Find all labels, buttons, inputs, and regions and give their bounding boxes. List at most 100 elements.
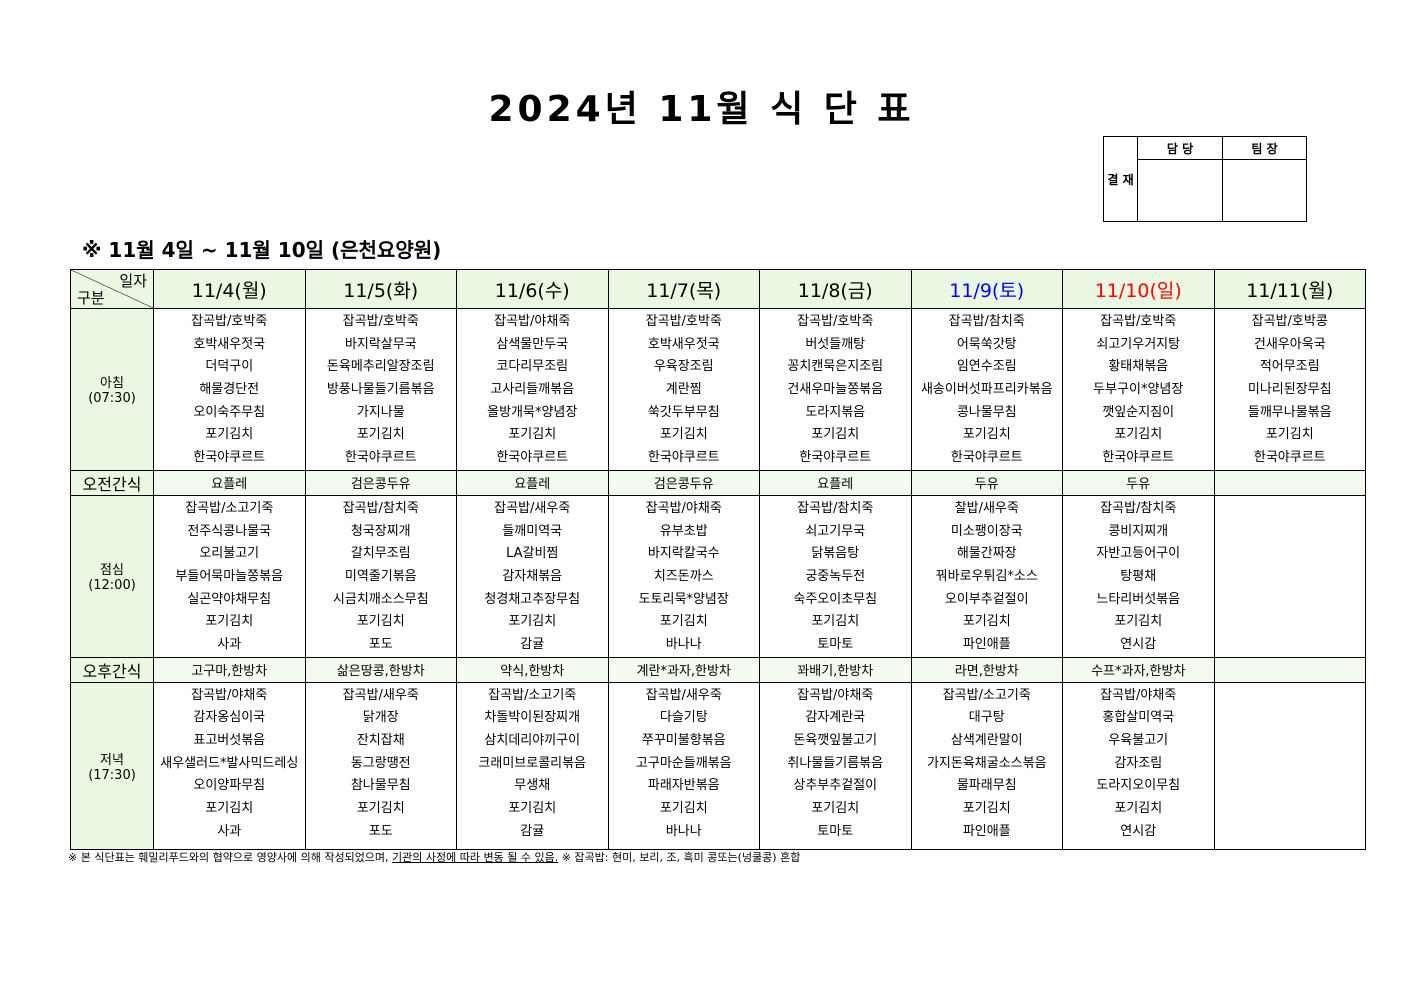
row-label: 저녁 (17:30) [70, 681, 154, 850]
menu-item: 삼색계란말이 [950, 733, 1023, 748]
menu-cell: 잡곡밥/야채죽 유부초밥 바지락칼국수 치즈돈까스 도토리묵*양념장 포기김치 바나나 [607, 494, 760, 658]
menu-item: 감자옹심이국 [193, 710, 266, 726]
menu-item: 돈육메추리알장조림 [326, 359, 435, 375]
snack-row: 오전간식 요플레 검은콩두유 요플레 검은콩두유 요플레 두유 두유 [70, 469, 1366, 496]
corner-date-label: 일자 [119, 272, 147, 290]
row-label: 아침 (07:30) [70, 308, 154, 471]
menu-item: 참나물무침 [350, 778, 411, 794]
menu-item: 올방개묵*양념장 [487, 404, 578, 420]
menu-item: 크래미브로콜리볶음 [478, 755, 587, 771]
menu-cell [1213, 469, 1366, 496]
menu-item: 포기김치 [659, 614, 708, 630]
menu-item: 쭈꾸미불향볶음 [641, 733, 726, 748]
menu-item: 꿔바로우튀김*소스 [935, 568, 1038, 584]
menu-item: 감자채볶음 [502, 568, 563, 584]
menu-item: 바나나 [665, 823, 702, 839]
menu-item: 미역줄기볶음 [344, 568, 417, 584]
menu-cell: 잡곡밥/참치죽 어묵쑥갓탕 임연수조림 새송이버섯파프리카볶음 콩나물무침 포기김치 한국야… [910, 308, 1063, 471]
menu-item: 토마토 [817, 636, 854, 652]
approval-sign-manager[interactable] [1137, 159, 1223, 222]
page-title: 2024년 11월 식 단 표 [488, 89, 915, 130]
menu-item: 연시감 [1120, 636, 1157, 652]
menu-item: 잡곡밥/야채죽 [191, 687, 268, 703]
menu-item: 연시감 [1120, 823, 1157, 839]
menu-item: 표고버섯볶음 [193, 733, 266, 748]
menu-cell: 잡곡밥/새우죽 다슬기탕 쭈꾸미불향볶음 고구마순들깨볶음 파래자반볶음 포기김치 바나나 [607, 681, 760, 850]
day-header: 11/7(목) [607, 269, 760, 309]
day-header: 11/8(금) [759, 269, 912, 309]
menu-cell: 고구마,한방차 [153, 656, 306, 683]
menu-cell: 삶은땅콩,한방차 [304, 656, 457, 683]
menu-item: 잡곡밥/새우죽 [494, 500, 571, 516]
menu-item: 코다리무조림 [496, 359, 569, 375]
menu-item: LA갈비찜 [506, 546, 559, 562]
menu-item: 오이숙주무침 [193, 404, 266, 420]
menu-item: 쇠고기무국 [805, 523, 866, 539]
menu-item: 잡곡밥/소고기죽 [488, 687, 577, 703]
menu-item: 포기김치 [659, 801, 708, 817]
menu-item: 상추부추겉절이 [793, 778, 878, 794]
menu-item: 우육불고기 [1108, 733, 1169, 748]
menu-cell: 잡곡밥/호박죽 호박새우젓국 우육장조림 계란찜 쑥갓두부무침 포기김치 한국야쿠르트 [607, 308, 760, 471]
meal-name: 아침 [100, 376, 124, 392]
menu-item: 잡곡밥/호박죽 [342, 314, 419, 329]
menu-item: 포기김치 [659, 427, 708, 443]
day-header: 11/9(토) [910, 269, 1063, 309]
menu-item: 고사리들깨볶음 [490, 382, 575, 398]
menu-item: 포도 [368, 636, 393, 652]
menu-cell: 수프*과자,한방차 [1062, 656, 1215, 683]
menu-item: 건새우아욱국 [1253, 336, 1326, 352]
menu-item: 포기김치 [508, 801, 557, 817]
menu-item: 버섯들깨탕 [805, 336, 866, 352]
menu-item: 황태채볶음 [1108, 359, 1169, 375]
menu-cell: 계란*과자,한방차 [607, 656, 760, 683]
menu-cell: 잡곡밥/소고기죽 차돌박이된장찌개 삼치데리야끼구이 크래미브로콜리볶음 무생채 포기김치… [456, 681, 609, 850]
menu-item: 미나리된장무침 [1247, 382, 1332, 398]
day-header: 11/10(일) [1062, 269, 1215, 309]
menu-item: 탕평채 [1120, 568, 1157, 584]
menu-item: 포기김치 [962, 801, 1011, 817]
menu-item: 고구마순들깨볶음 [635, 755, 732, 771]
menu-item: 포기김치 [205, 801, 254, 817]
header-row: 일자 구분 11/4(월) 11/5(화) 11/6(수) 11/7(목) 11/8(금… [70, 269, 1366, 309]
meal-name: 저녁 [100, 752, 124, 768]
menu-item: 포기김치 [1114, 801, 1163, 817]
menu-item: 미소팽이장국 [950, 523, 1023, 539]
meal-row: 아침 (07:30) 잡곡밥/호박죽 호박새우젓국 더덕구이 해물경단전 오이숙주무침 포기김… [70, 308, 1366, 471]
menu-item: 파래자반볶음 [647, 778, 720, 794]
menu-item: 오리불고기 [199, 546, 260, 562]
menu-item: 대구탕 [968, 710, 1005, 726]
menu-item: 계란찜 [665, 382, 702, 398]
menu-item: 실곤약야채무침 [187, 591, 272, 607]
menu-item: 오이부추겉절이 [944, 591, 1029, 607]
menu-cell: 잡곡밥/소고기죽 전주식콩나물국 오리불고기 부들어묵마늘쫑볶음 실곤약야채무침 포기김치… [153, 494, 306, 658]
day-header: 11/6(수) [456, 269, 609, 309]
menu-item: 포기김치 [508, 614, 557, 630]
menu-item: 방풍나물들기름볶음 [326, 382, 435, 398]
menu-item: 바지락살무국 [344, 336, 417, 352]
menu-item: 삼치데리야끼구이 [484, 733, 581, 748]
menu-cell: 잡곡밥/소고기죽 대구탕 삼색계란말이 가지돈육채굴소스볶음 물파래무침 포기김치 파인애플 [910, 681, 1063, 850]
menu-item: 차돌박이된장찌개 [484, 710, 581, 726]
meal-row: 점심 (12:00) 잡곡밥/소고기죽 전주식콩나물국 오리불고기 부들어묵마늘쫑볶음 실곤… [70, 494, 1366, 658]
menu-item: 가지돈육채굴소스볶음 [926, 755, 1047, 771]
menu-item: 잡곡밥/참치죽 [948, 314, 1025, 329]
menu-item: 자반고등어구이 [1096, 546, 1181, 562]
menu-item: 한국야쿠르트 [647, 450, 720, 466]
menu-item: 사과 [217, 636, 242, 652]
footnote-underlined: 기관의 사정에 따라 변동 될 수 있음. [392, 851, 559, 864]
menu-item: 잡곡밥/참치죽 [342, 500, 419, 516]
approval-box: 결 재 담 당 팀 장 [1103, 136, 1307, 222]
menu-item: 임연수조림 [956, 359, 1017, 375]
menu-item: 토마토 [817, 823, 854, 839]
menu-cell: 잡곡밥/새우죽 들깨미역국 LA갈비찜 감자채볶음 청경채고추장무침 포기김치 감귤 [456, 494, 609, 658]
menu-item: 궁중녹두전 [805, 568, 866, 584]
menu-item: 가지나물 [356, 404, 405, 420]
menu-item: 잡곡밥/야채죽 [1100, 687, 1177, 703]
day-header: 11/4(월) [153, 269, 306, 309]
menu-item: 한국야쿠르트 [193, 450, 266, 466]
menu-item: 파인애플 [962, 823, 1011, 839]
approval-sign-teamlead[interactable] [1222, 159, 1307, 222]
menu-item: 두부구이*양념장 [1093, 382, 1184, 398]
menu-item: 포기김치 [811, 614, 860, 630]
